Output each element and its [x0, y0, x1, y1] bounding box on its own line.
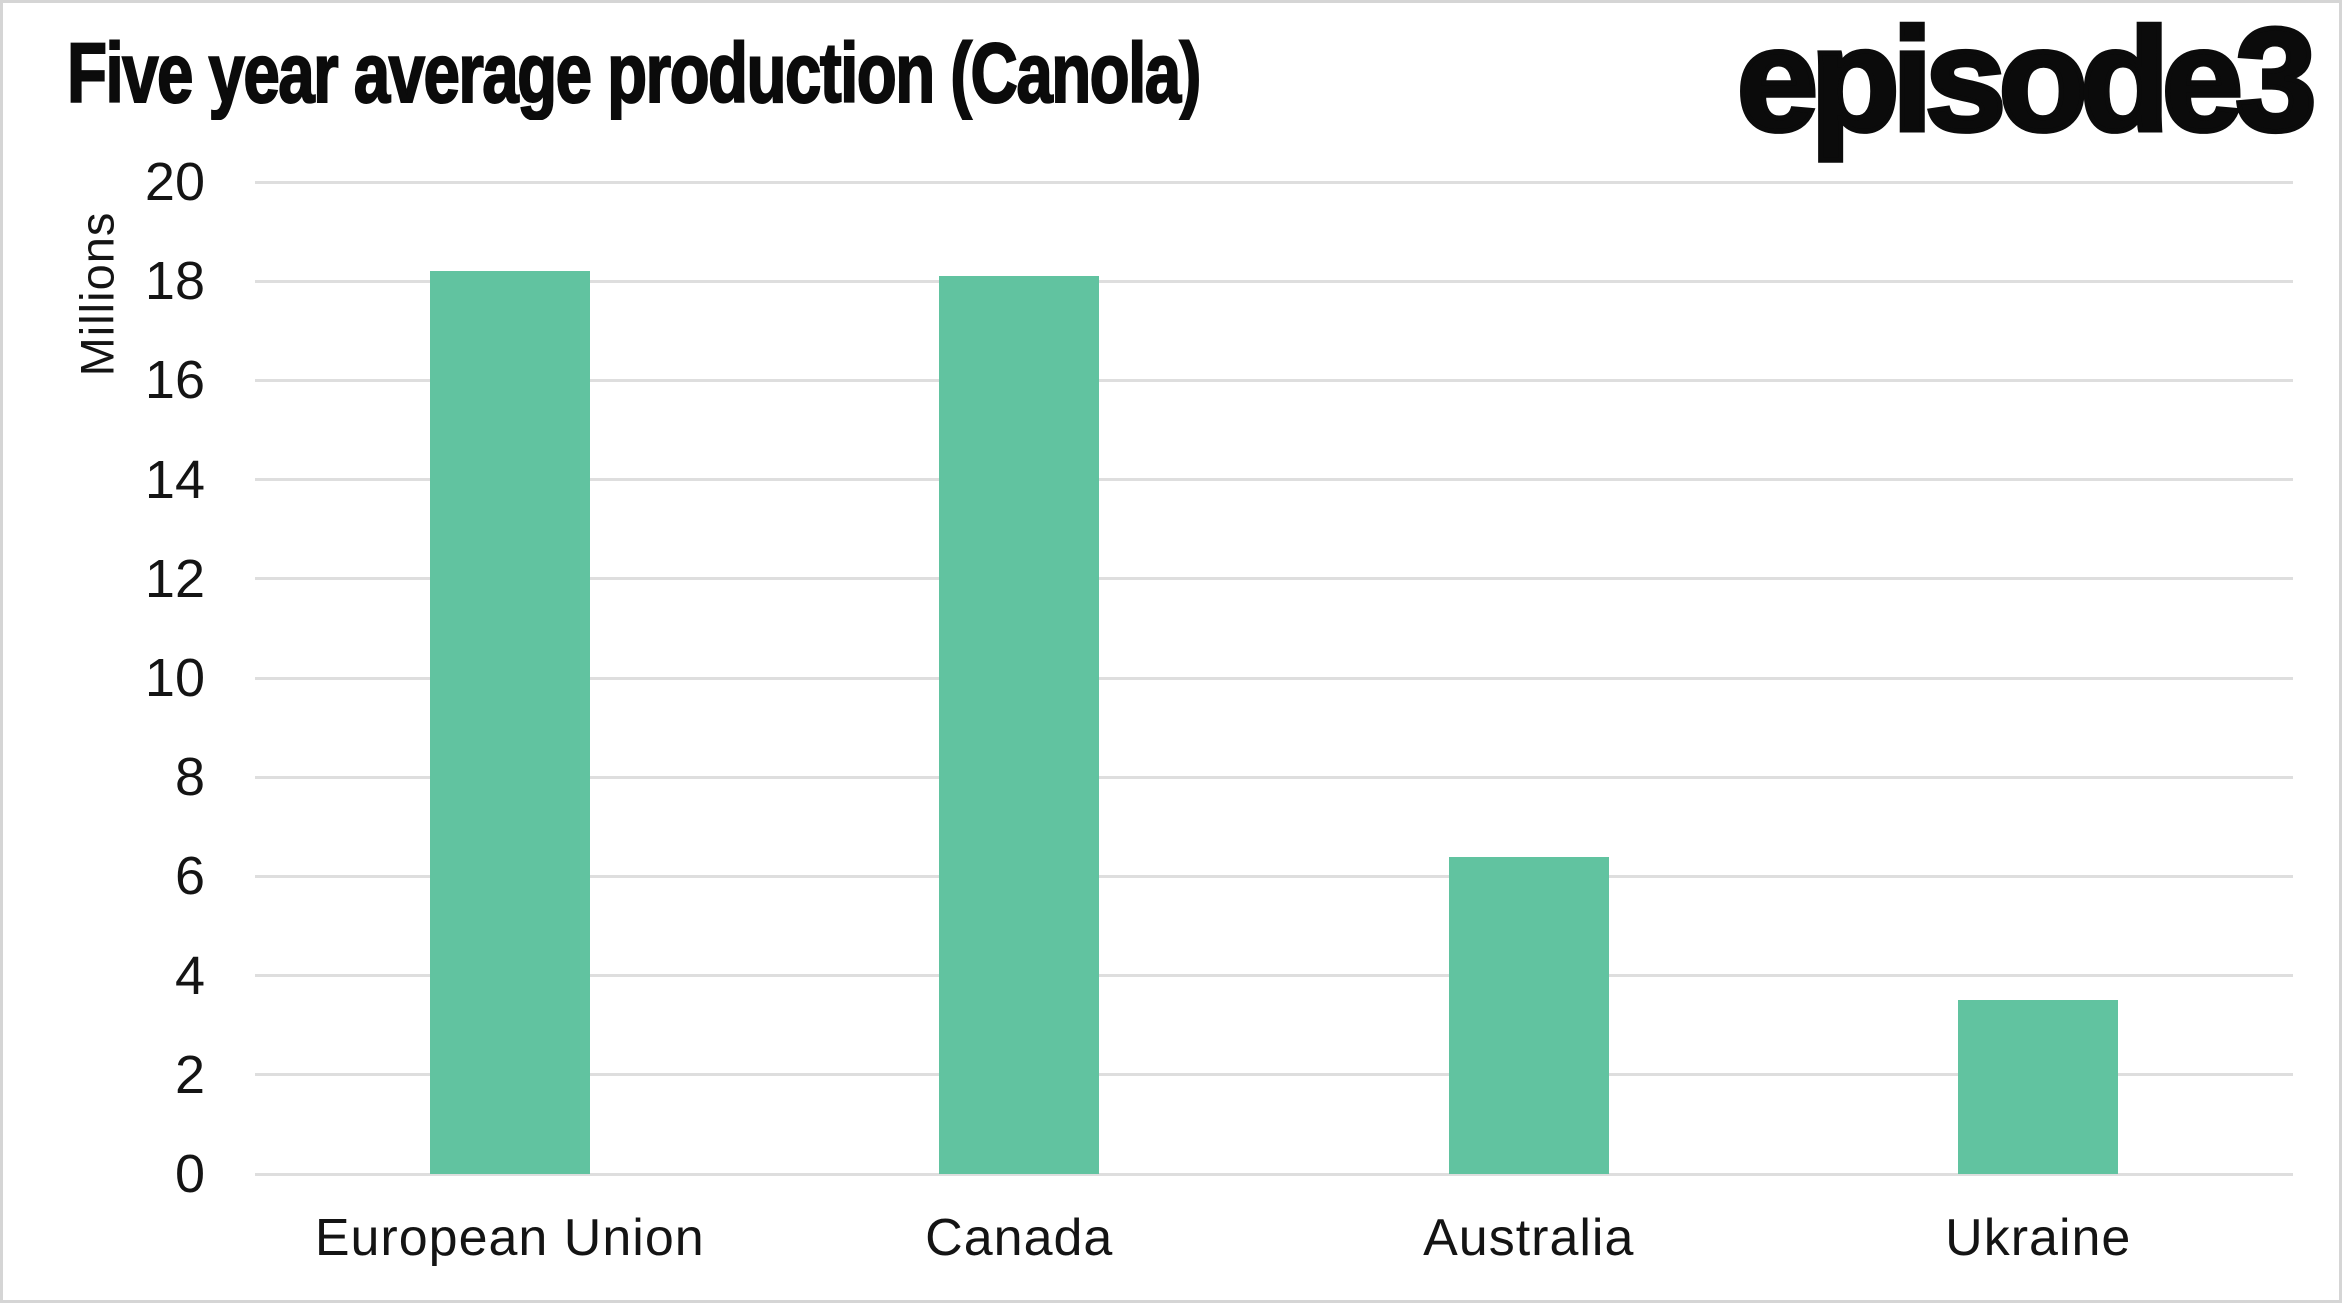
- gridline: [255, 478, 2293, 482]
- x-axis-line: [255, 1172, 2293, 1176]
- gridline: [255, 378, 2293, 382]
- x-category-label: Ukraine: [1945, 1209, 2132, 1267]
- bar-canada: [939, 276, 1100, 1174]
- plot-area: Millions 0 2 4 6 8 10 12 14 16 18 20 European Union…: [71, 155, 2293, 1266]
- y-tick-label: 14: [144, 449, 205, 510]
- x-category-label: Canada: [925, 1209, 1114, 1267]
- gridline: [255, 1073, 2293, 1077]
- gridline: [255, 279, 2293, 283]
- y-tick-label: 6: [174, 846, 205, 907]
- chart-title: Five year average production (Canola): [66, 26, 1202, 120]
- y-tick-label: 12: [144, 548, 205, 609]
- bar-european-union: [429, 271, 590, 1174]
- y-tick-label: 20: [144, 152, 205, 212]
- y-axis-unit-label: Millions: [70, 211, 124, 377]
- bar-ukraine: [1958, 1000, 2119, 1174]
- episode3-logo: episode3: [1734, 0, 2319, 161]
- bar-australia: [1448, 856, 1609, 1174]
- gridline: [255, 180, 2293, 184]
- y-tick-label: 0: [174, 1144, 205, 1204]
- gridline: [255, 775, 2293, 779]
- gridline: [255, 874, 2293, 878]
- y-tick-label: 8: [174, 747, 205, 808]
- x-category-label: European Union: [314, 1209, 705, 1267]
- y-tick-label: 18: [144, 251, 205, 312]
- x-category-label: Australia: [1423, 1209, 1635, 1267]
- gridline: [255, 676, 2293, 680]
- y-tick-label: 2: [174, 1044, 205, 1105]
- gridline: [255, 974, 2293, 978]
- y-tick-label: 4: [174, 945, 205, 1006]
- y-tick-label: 16: [144, 350, 205, 411]
- gridline: [255, 577, 2293, 581]
- y-tick-label: 10: [144, 648, 205, 708]
